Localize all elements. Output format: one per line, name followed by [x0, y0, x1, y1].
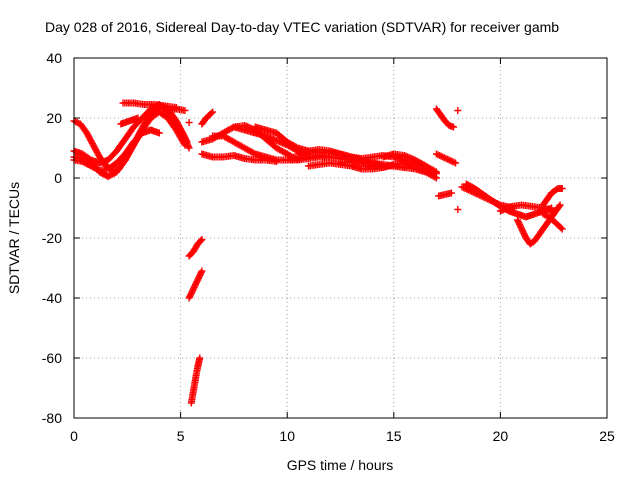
x-tick-label: 0: [70, 428, 78, 444]
y-axis-label: SDTVAR / TECUs: [6, 182, 22, 294]
data-point: [184, 143, 192, 150]
data-point: [454, 206, 462, 213]
series-arc-29: [539, 210, 566, 233]
data-point: [209, 108, 217, 116]
y-tick-label: -80: [42, 410, 62, 426]
series-arc-17: [337, 158, 387, 171]
y-tick-label: -60: [42, 350, 62, 366]
series-arc-07: [185, 119, 193, 126]
data-point: [198, 236, 206, 243]
series-arc-33: [164, 105, 189, 114]
data-point: [436, 152, 444, 159]
data-point: [185, 119, 193, 126]
chart-title: Day 028 of 2016, Sidereal Day-to-day VTE…: [45, 19, 559, 35]
data-point: [439, 153, 447, 161]
data-point: [181, 141, 189, 149]
data-point: [379, 164, 387, 171]
data-point: [452, 159, 460, 167]
data-point: [556, 201, 564, 209]
series-arc-21: [435, 189, 455, 200]
data-point: [155, 129, 163, 137]
x-tick-label: 20: [493, 428, 509, 444]
data-point: [445, 156, 453, 164]
data-point: [555, 202, 563, 210]
data-point: [405, 153, 413, 161]
data-point: [432, 168, 440, 176]
data-point: [461, 185, 469, 192]
data-point: [539, 210, 547, 218]
series-arc-32: [187, 354, 204, 407]
data-point: [134, 114, 142, 122]
series-arc-19: [432, 105, 457, 131]
data-point: [442, 155, 450, 162]
data-point: [542, 212, 550, 219]
y-tick-label: 40: [46, 50, 62, 66]
data-point: [460, 184, 468, 192]
series-arc-08: [198, 108, 217, 128]
data-point: [558, 225, 566, 233]
series-arc-04: [70, 126, 163, 174]
data-series: [70, 99, 566, 407]
data-point: [292, 143, 300, 151]
x-tick-label: 25: [599, 428, 615, 444]
y-tick-label: -40: [42, 290, 62, 306]
data-point: [73, 119, 81, 126]
data-point: [207, 109, 215, 117]
data-point: [550, 207, 558, 215]
series-arc-20: [432, 150, 460, 167]
data-point: [198, 267, 206, 275]
data-point: [181, 107, 189, 114]
x-tick-label: 15: [386, 428, 402, 444]
series-arc-22: [454, 107, 462, 114]
x-tick-label: 5: [177, 428, 185, 444]
grid-lines: [74, 58, 607, 418]
data-point: [185, 144, 193, 152]
series-arc-16: [305, 159, 440, 177]
data-point: [180, 140, 188, 147]
series-arc-31: [185, 267, 206, 302]
y-tick-label: -20: [42, 230, 62, 246]
series-arc-06: [117, 114, 142, 128]
data-point: [266, 134, 274, 142]
data-point: [558, 185, 566, 192]
data-point: [432, 150, 440, 158]
data-point: [196, 354, 204, 362]
series-arc-28: [539, 185, 566, 209]
y-tick-label: 0: [54, 170, 62, 186]
data-point: [454, 107, 462, 114]
series-arc-30: [185, 236, 206, 260]
data-point: [557, 224, 565, 232]
x-tick-label: 10: [279, 428, 295, 444]
data-point: [447, 189, 455, 197]
y-tick-label: 20: [46, 110, 62, 126]
data-point: [448, 158, 456, 165]
data-point: [431, 167, 439, 175]
data-point: [450, 123, 457, 131]
data-point: [197, 237, 205, 245]
series-arc-27: [496, 201, 558, 215]
axis-ticks: 0 5 10 15 20 25 -80 -60 -40 -20 0 20 40: [42, 50, 615, 444]
series-arc-18: [379, 150, 440, 176]
series-arc-23: [454, 206, 462, 213]
x-axis-label: GPS time / hours: [287, 457, 394, 473]
